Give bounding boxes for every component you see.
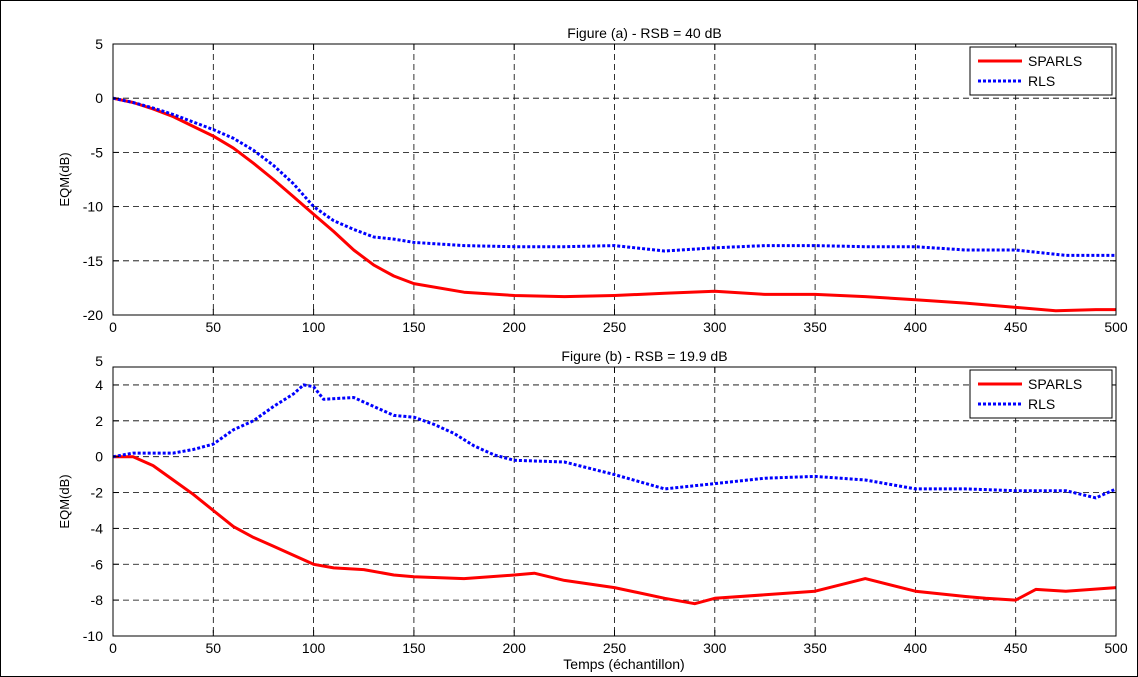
x-tick-label: 300 [703, 319, 727, 335]
legend-label-rls: RLS [1028, 396, 1055, 412]
x-tick-label: 200 [503, 640, 527, 656]
x-tick-label: 50 [206, 640, 222, 656]
x-tick-label: 500 [1104, 319, 1128, 335]
x-tick-label: 350 [803, 319, 827, 335]
y-tick-label: -10 [83, 199, 103, 215]
y-tick-label: -6 [91, 556, 104, 572]
y-tick-label: -5 [91, 144, 104, 160]
x-tick-label: 0 [109, 640, 117, 656]
x-tick-label: 500 [1104, 640, 1128, 656]
x-tick-label: 400 [904, 319, 928, 335]
panel-b: 0 50 100 150 200 250 300 350 400 450 500-10-8-6-4-… [57, 348, 1128, 656]
x-tick-label: 200 [503, 319, 527, 335]
y-tick-label: -2 [91, 485, 104, 501]
x-tick-label: 250 [603, 640, 627, 656]
y-tick-label: -15 [83, 253, 103, 269]
x-tick-label: 400 [904, 640, 928, 656]
y-tick-label: -4 [91, 520, 104, 536]
x-axis-label: Temps (échantillon) [563, 656, 684, 672]
y-tick-label: 2 [95, 413, 103, 429]
x-tick-label: 100 [302, 319, 326, 335]
legend-label-sparls: SPARLS [1028, 376, 1082, 392]
x-tick-label: 0 [109, 319, 117, 335]
y-tick-label: 0 [95, 90, 103, 106]
x-tick-label: 250 [603, 319, 627, 335]
legend-box [969, 46, 1113, 96]
legend-label-sparls: SPARLS [1028, 53, 1082, 69]
y-tick-label: 0 [95, 449, 103, 465]
y-axis-label: EQM(dB) [57, 474, 72, 528]
legend: SPARLS RLS [969, 369, 1113, 419]
legend: SPARLS RLS [969, 46, 1113, 96]
legend-box [969, 369, 1113, 419]
chart-title: Figure (a) - RSB = 40 dB [567, 25, 721, 41]
y-tick-label: -20 [83, 307, 103, 323]
y-axis-label: EQM(dB) [57, 152, 72, 206]
x-tick-label: 150 [402, 319, 426, 335]
panel-a: 0 50 100 150 200 250 300 350 400 450 500-20-15-10-… [57, 25, 1128, 335]
y-tick-label: -10 [83, 628, 103, 644]
series-line-rls [112, 96, 1116, 257]
series-line-rls [112, 383, 1117, 500]
x-tick-label: 150 [402, 640, 426, 656]
series-line-sparls [113, 455, 1117, 606]
y-tick-label: 5 [95, 353, 103, 369]
x-tick-label: 450 [1004, 640, 1028, 656]
y-tick-label: -8 [91, 592, 104, 608]
x-tick-label: 300 [703, 640, 727, 656]
x-tick-label: 350 [803, 640, 827, 656]
y-tick-label: 5 [95, 36, 103, 52]
chart-title: Figure (b) - RSB = 19.9 dB [561, 348, 727, 364]
legend-label-rls: RLS [1028, 73, 1055, 89]
x-tick-label: 100 [302, 640, 326, 656]
x-tick-label: 450 [1004, 319, 1028, 335]
y-tick-label: 4 [95, 377, 103, 393]
series-line-sparls [112, 96, 1116, 313]
x-tick-label: 50 [206, 319, 222, 335]
